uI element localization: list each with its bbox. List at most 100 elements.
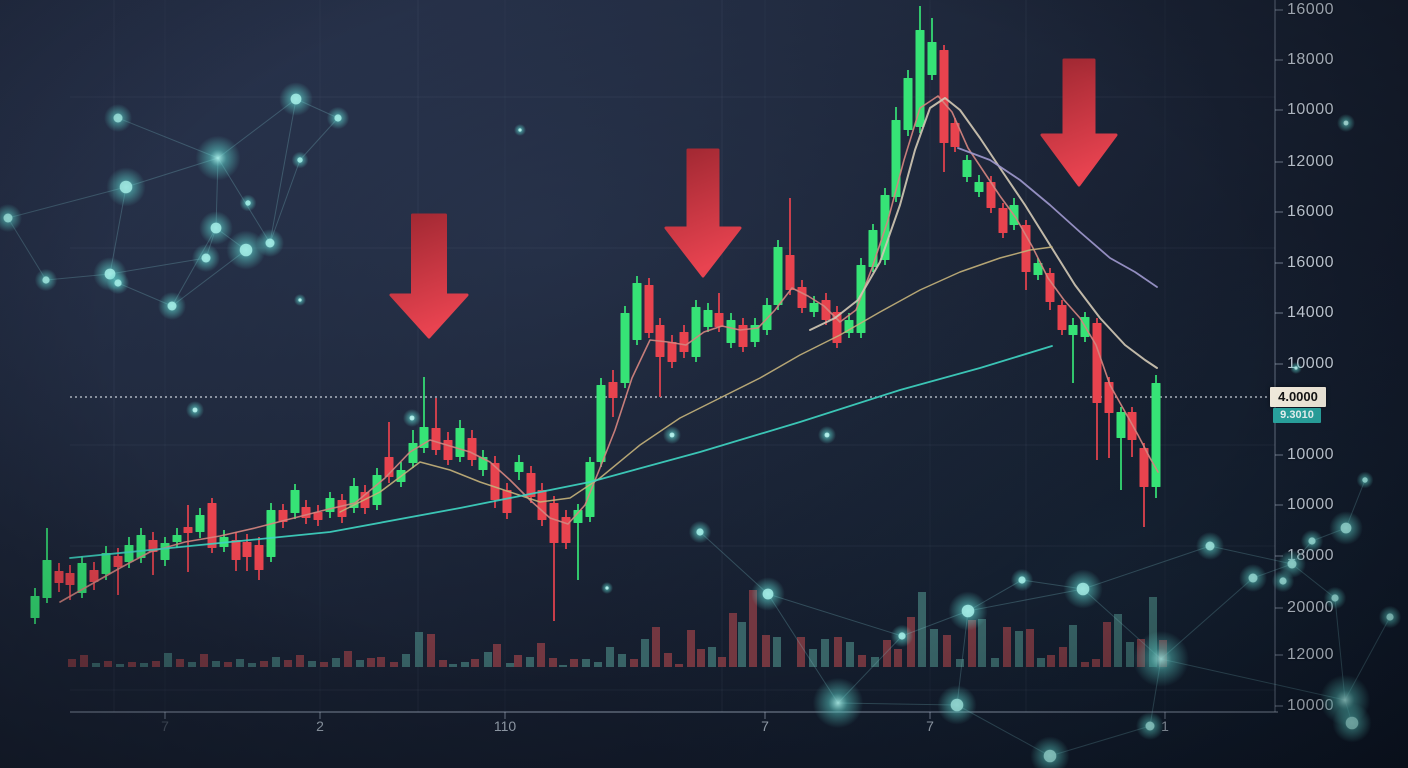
network-node <box>326 106 350 130</box>
network-node <box>192 244 220 272</box>
volume-bar <box>260 661 268 667</box>
volume-bar <box>549 658 557 667</box>
volume-bar <box>296 655 304 667</box>
candle <box>549 496 559 621</box>
volume-bar <box>991 658 999 667</box>
candle <box>868 224 878 272</box>
volume-bar <box>606 647 614 667</box>
candle <box>183 505 193 572</box>
candle <box>809 296 819 317</box>
volume-bar <box>809 649 817 667</box>
volume-bar <box>641 639 649 667</box>
candle <box>349 478 359 513</box>
candle <box>632 276 642 345</box>
candle <box>821 293 831 325</box>
volume-bar <box>675 664 683 667</box>
volume-bar <box>883 640 891 667</box>
candle <box>101 546 111 580</box>
volume-bar <box>773 637 781 667</box>
candle <box>278 504 288 528</box>
volume-bar <box>1081 662 1089 667</box>
ma-line-teal-ma <box>69 345 1053 559</box>
price-axis-label: 16000 <box>1287 203 1334 220</box>
sparkle-dot <box>186 401 204 419</box>
network-node <box>1010 568 1034 592</box>
down-arrow-1 <box>389 213 469 339</box>
volume-bar <box>797 637 805 667</box>
volume-bar <box>164 653 172 667</box>
price-axis-label: 10000 <box>1287 496 1334 513</box>
volume-bar <box>968 620 976 667</box>
volume-bar <box>461 662 469 667</box>
network-node <box>195 135 241 181</box>
candle <box>1127 407 1137 457</box>
candle <box>443 432 453 465</box>
network-node <box>256 229 284 257</box>
volume-bar <box>224 662 232 667</box>
network-node <box>0 204 22 232</box>
candle <box>42 528 52 603</box>
candle <box>514 455 524 480</box>
candle <box>974 175 984 197</box>
sparkle-dot <box>818 426 836 444</box>
ma-line-gold-ma <box>339 246 1053 513</box>
volume-bar <box>1126 642 1134 667</box>
candle <box>160 537 170 566</box>
volume-bar <box>284 660 292 667</box>
down-arrow-3 <box>1040 58 1118 187</box>
candle <box>77 556 87 598</box>
volume-bar <box>738 622 746 667</box>
volume-bar <box>402 654 410 667</box>
volume-bar <box>1026 629 1034 667</box>
volume-bar <box>1069 625 1077 667</box>
candle <box>1033 258 1043 280</box>
volume-bar <box>907 617 915 667</box>
volume-bar <box>718 657 726 667</box>
volume-bar <box>894 649 902 667</box>
candle <box>65 565 75 600</box>
candle <box>467 430 477 466</box>
volume-bar <box>846 642 854 667</box>
network-node <box>34 268 58 292</box>
volume-bar <box>236 659 244 667</box>
candle <box>679 325 689 358</box>
candle <box>998 203 1008 238</box>
price-axis-label: 18000 <box>1287 51 1334 68</box>
network-node <box>158 292 186 320</box>
network-node <box>1378 605 1402 629</box>
candle <box>573 504 583 580</box>
network-node <box>279 82 313 116</box>
volume-bar <box>80 655 88 667</box>
volume-bar <box>594 662 602 667</box>
candle <box>844 313 854 338</box>
candle <box>231 532 241 571</box>
volume-bar <box>390 662 398 667</box>
volume-bar <box>1149 597 1157 667</box>
candle <box>172 528 182 548</box>
volume-bar <box>506 663 514 667</box>
candle <box>691 300 701 362</box>
candle <box>1068 318 1078 383</box>
candle <box>266 503 276 562</box>
volume-bar <box>320 662 328 667</box>
volume-bar <box>956 659 964 667</box>
volume-bar <box>176 659 184 667</box>
price-axis-label: 16000 <box>1287 254 1334 271</box>
candle <box>502 483 512 519</box>
network-node <box>199 211 233 245</box>
candle <box>30 588 40 624</box>
candle <box>301 500 311 524</box>
candle <box>738 318 748 352</box>
candle <box>785 198 795 295</box>
network-node <box>106 167 146 207</box>
volume-bar <box>618 654 626 667</box>
candle <box>667 335 677 368</box>
volume-bar <box>537 643 545 667</box>
volume-bar <box>652 627 660 667</box>
volume-bar <box>834 637 842 667</box>
candle <box>1139 443 1149 527</box>
time-axis-label: 110 <box>493 718 517 734</box>
candle <box>372 468 382 510</box>
